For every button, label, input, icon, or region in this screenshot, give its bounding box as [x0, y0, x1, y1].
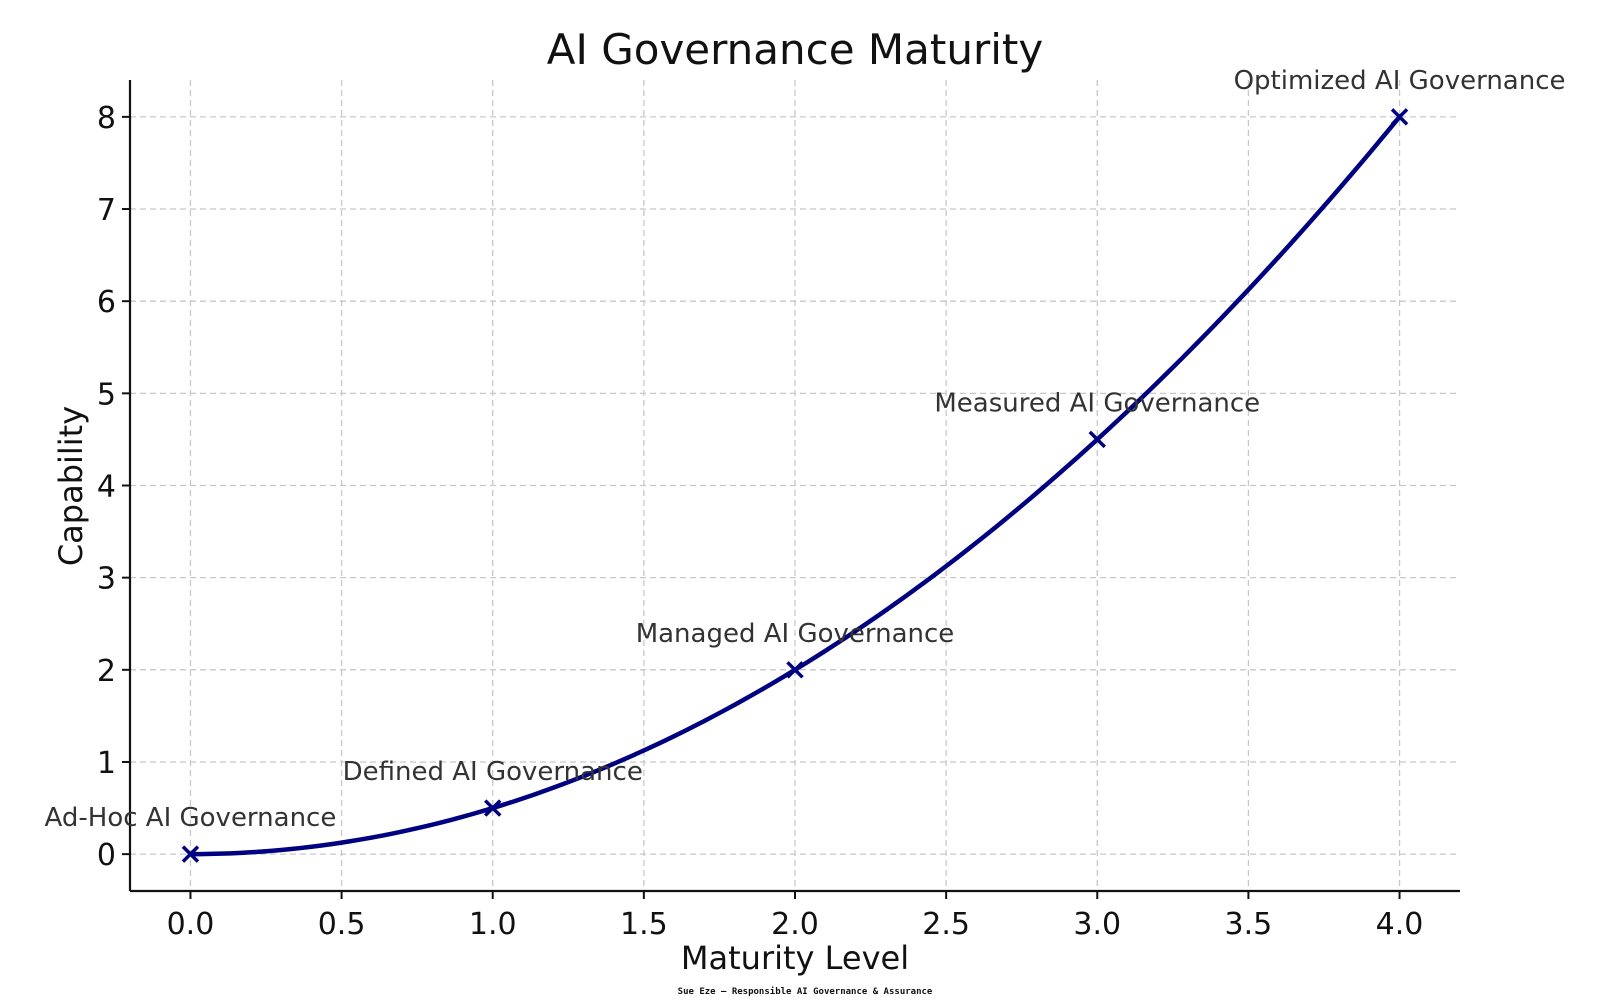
credit-footer: Sue Eze – Responsible AI Governance & As… — [678, 986, 933, 997]
y-tick-label: 0 — [97, 838, 116, 873]
point-annotation: Optimized AI Governance — [1234, 66, 1566, 96]
x-axis-label: Maturity Level — [681, 939, 909, 977]
data-point-marker — [483, 799, 502, 817]
y-tick-label: 7 — [97, 193, 116, 228]
data-point-marker — [1390, 108, 1409, 126]
x-tick-label: 3.0 — [1073, 907, 1121, 942]
x-tick-label: 3.5 — [1225, 907, 1273, 942]
y-tick-label: 2 — [97, 654, 116, 689]
grid — [130, 80, 1460, 891]
point-annotation: Managed AI Governance — [636, 619, 955, 649]
series-layer — [181, 108, 1409, 863]
point-annotation: Ad-Hoc AI Governance — [45, 803, 337, 833]
marker-stroke — [181, 845, 200, 863]
y-tick-label: 6 — [97, 285, 116, 320]
marker-stroke — [1390, 108, 1409, 126]
point-annotation: Defined AI Governance — [343, 757, 643, 787]
y-tick-label: 3 — [97, 562, 116, 597]
y-tick-label: 5 — [97, 377, 116, 412]
chart-title: AI Governance Maturity — [547, 25, 1044, 74]
x-tick-label: 0.0 — [167, 907, 215, 942]
marker-stroke — [1088, 430, 1107, 449]
y-tick-label: 8 — [97, 101, 116, 136]
y-tick-label: 4 — [97, 470, 116, 505]
x-tick-label: 1.0 — [469, 907, 517, 942]
y-axis-label: Capability — [52, 406, 90, 566]
x-tick-label: 0.5 — [318, 907, 366, 942]
data-point-marker — [786, 661, 804, 679]
data-point-marker — [181, 845, 200, 863]
marker-stroke — [786, 661, 804, 679]
marker-stroke — [483, 799, 502, 817]
ticks: 0.0 0.5 1.0 1.5 2.0 2.5 3.0 3.5 4.0 0 1 2 3 4 5 6 7 8 — [97, 101, 1423, 942]
x-tick-label: 1.5 — [620, 907, 668, 942]
x-tick-label: 4.0 — [1376, 907, 1424, 942]
y-tick-label: 1 — [97, 746, 116, 781]
x-tick-label: 2.0 — [771, 907, 819, 942]
point-annotation: Measured AI Governance — [934, 388, 1260, 418]
data-point-marker — [1088, 430, 1107, 449]
x-tick-label: 2.5 — [922, 907, 970, 942]
